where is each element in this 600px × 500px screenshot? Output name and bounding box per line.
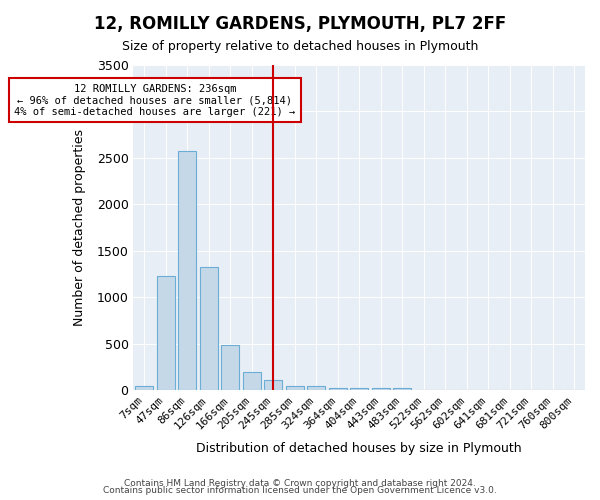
Bar <box>221 345 239 391</box>
Bar <box>200 266 218 390</box>
Bar <box>178 150 196 390</box>
Bar <box>307 386 325 390</box>
Text: 12 ROMILLY GARDENS: 236sqm
← 96% of detached houses are smaller (5,814)
4% of se: 12 ROMILLY GARDENS: 236sqm ← 96% of deta… <box>14 84 296 117</box>
Y-axis label: Number of detached properties: Number of detached properties <box>73 129 86 326</box>
Bar <box>371 388 390 390</box>
Text: Size of property relative to detached houses in Plymouth: Size of property relative to detached ho… <box>122 40 478 53</box>
Text: 12, ROMILLY GARDENS, PLYMOUTH, PL7 2FF: 12, ROMILLY GARDENS, PLYMOUTH, PL7 2FF <box>94 15 506 33</box>
Bar <box>242 372 261 390</box>
Bar <box>393 388 412 390</box>
Bar <box>157 276 175 390</box>
Bar <box>135 386 154 390</box>
Text: Contains public sector information licensed under the Open Government Licence v3: Contains public sector information licen… <box>103 486 497 495</box>
Bar <box>350 388 368 390</box>
Bar <box>329 388 347 390</box>
Text: Contains HM Land Registry data © Crown copyright and database right 2024.: Contains HM Land Registry data © Crown c… <box>124 478 476 488</box>
X-axis label: Distribution of detached houses by size in Plymouth: Distribution of detached houses by size … <box>196 442 522 455</box>
Bar <box>264 380 283 390</box>
Bar <box>286 386 304 390</box>
